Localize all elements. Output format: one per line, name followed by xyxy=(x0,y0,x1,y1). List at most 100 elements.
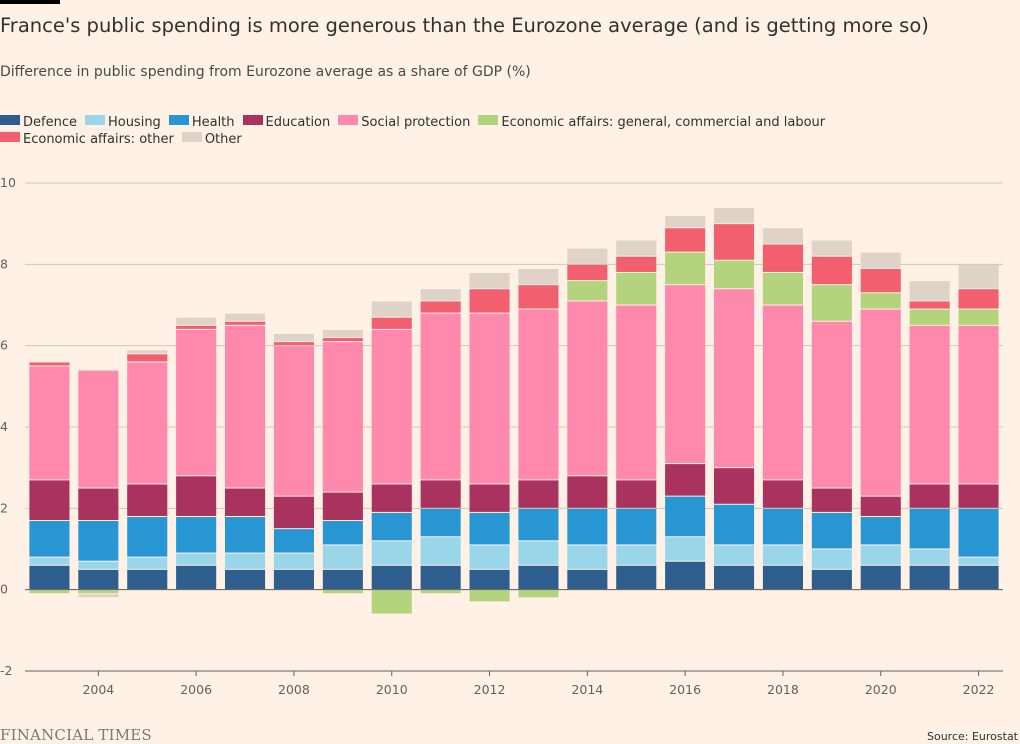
bar-segment xyxy=(909,281,950,301)
bar-segment xyxy=(469,569,510,590)
bar-segment xyxy=(322,521,363,545)
bar-segment xyxy=(322,545,363,569)
bar-segment xyxy=(371,301,412,317)
chart-subtitle: Difference in public spending from Euroz… xyxy=(0,64,531,80)
legend-label: Economic affairs: other xyxy=(23,132,174,147)
bar-segment xyxy=(958,484,999,508)
bar-segment xyxy=(29,521,70,557)
bar-segment xyxy=(860,565,901,590)
legend-swatch xyxy=(84,115,105,125)
bar-segment xyxy=(860,545,901,565)
bar-segment xyxy=(762,565,803,590)
bar-segment xyxy=(567,264,608,281)
bar-segment xyxy=(225,516,266,553)
legend-swatch xyxy=(242,115,263,125)
chart-legend: Defence Housing Health Education Social prot… xyxy=(0,114,1010,148)
bar-segment xyxy=(909,301,950,309)
bar-segment xyxy=(78,590,119,594)
bar-segment xyxy=(616,508,657,545)
bar-segment xyxy=(322,329,363,338)
x-tick-label: 2008 xyxy=(278,682,310,697)
bar-segment xyxy=(665,464,706,496)
bar-segment xyxy=(665,216,706,228)
x-tick-label: 2006 xyxy=(180,682,212,697)
bar-segment xyxy=(567,508,608,545)
legend-swatch xyxy=(0,132,20,142)
legend-label: Social protection xyxy=(361,115,471,130)
bar-segment xyxy=(909,484,950,508)
bar-segment xyxy=(518,285,559,309)
x-tick-label: 2020 xyxy=(865,682,897,697)
bar-segment xyxy=(665,228,706,252)
bar-segment xyxy=(78,594,119,598)
legend-swatch xyxy=(168,115,189,125)
bar-segment xyxy=(665,496,706,537)
y-tick-label: 10 xyxy=(0,175,16,190)
bar-segment xyxy=(469,313,510,484)
bar-segment xyxy=(225,313,266,321)
ft-logo: FINANCIAL TIMES xyxy=(0,726,152,744)
bar-segment xyxy=(469,289,510,313)
bar-segment xyxy=(127,516,168,557)
x-tick-label: 2022 xyxy=(963,682,995,697)
bar-segment xyxy=(811,488,852,512)
bar-segment xyxy=(762,545,803,565)
bar-segment xyxy=(567,545,608,569)
bar-segment xyxy=(518,268,559,285)
bar-segment xyxy=(29,362,70,366)
bar-segment xyxy=(225,325,266,488)
bar-segment xyxy=(29,480,70,521)
bar-segment xyxy=(714,260,755,289)
bar-segment xyxy=(420,537,461,565)
x-tick-label: 2018 xyxy=(767,682,799,697)
legend-item: Social protection xyxy=(338,114,470,131)
bar-segment xyxy=(371,565,412,590)
bar-segment xyxy=(371,317,412,329)
bar-segment xyxy=(371,541,412,565)
bar-segment xyxy=(127,362,168,484)
bar-segment xyxy=(518,541,559,565)
bar-segment xyxy=(518,590,559,598)
legend-label: Education xyxy=(265,115,331,130)
legend-swatch xyxy=(478,115,499,125)
bar-segment xyxy=(176,325,217,329)
legend-item: Housing xyxy=(84,114,161,131)
stacked-bar-chart: -2 0 2 4 6 8 10 2004 2006 2008 2010 2012 2014 2016 201… xyxy=(0,175,1003,697)
bar-segment xyxy=(469,484,510,512)
bar-segment xyxy=(665,537,706,561)
bar-segment xyxy=(127,557,168,569)
bar-segment xyxy=(273,569,314,590)
bar-segment xyxy=(176,553,217,565)
bar-segment xyxy=(860,252,901,268)
bar-segment xyxy=(860,516,901,545)
bar-segment xyxy=(518,480,559,508)
bar-segment xyxy=(322,569,363,590)
legend-swatch xyxy=(0,115,20,125)
bar-segment xyxy=(567,569,608,590)
bar-segment xyxy=(616,545,657,565)
bar-segment xyxy=(665,252,706,285)
bar-segment xyxy=(958,325,999,484)
legend-item: Health xyxy=(168,114,235,131)
bar-segment xyxy=(616,565,657,590)
y-tick-label: 0 xyxy=(0,582,8,597)
bar-segment xyxy=(909,309,950,325)
legend-swatch xyxy=(338,115,359,125)
bar-segment xyxy=(909,325,950,484)
legend-item: Other xyxy=(181,131,242,148)
bar-segment xyxy=(860,293,901,309)
legend-label: Health xyxy=(191,115,235,130)
legend-item: Economic affairs: general, commercial an… xyxy=(478,114,825,131)
bar-segment xyxy=(811,240,852,256)
bar-segment xyxy=(78,488,119,521)
legend-label: Defence xyxy=(23,115,77,130)
bar-segment xyxy=(714,468,755,504)
x-tick-label: 2014 xyxy=(571,682,603,697)
y-tick-label: -2 xyxy=(0,663,12,678)
bar-segment xyxy=(29,565,70,590)
bar-segment xyxy=(78,561,119,569)
x-tick-label: 2010 xyxy=(376,682,408,697)
bar-segment xyxy=(469,512,510,545)
y-tick-label: 6 xyxy=(0,338,8,353)
bar-segment xyxy=(322,342,363,492)
